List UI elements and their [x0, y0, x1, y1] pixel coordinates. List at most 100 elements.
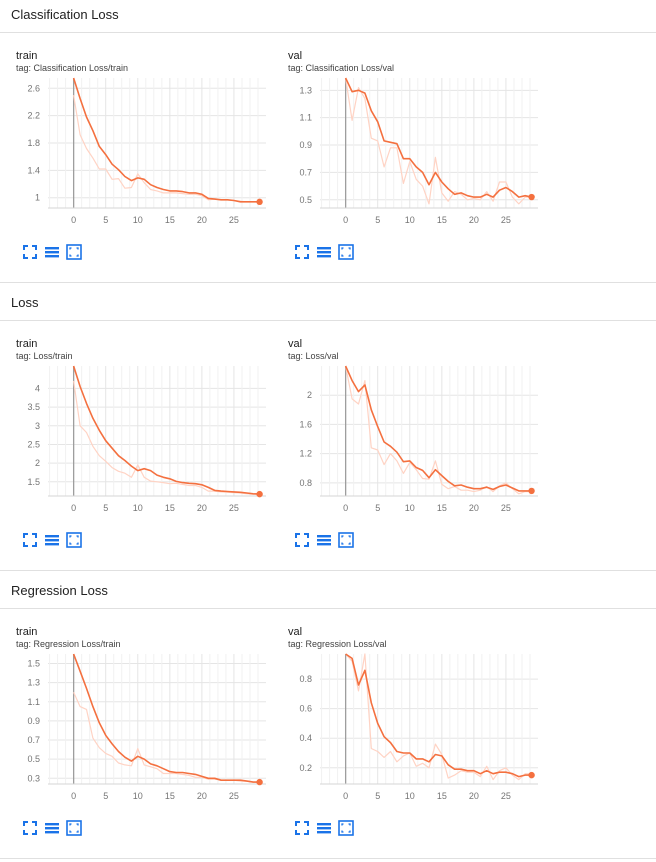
- chart-card-regression-loss-train: train tag: Regression Loss/train 0.3 0.5 0.7…: [16, 626, 288, 846]
- last-point-marker: [528, 193, 535, 201]
- y-tick-label: 1.8: [27, 138, 40, 148]
- x-tick-label: 0: [71, 503, 76, 513]
- toggle-log-scale-icon[interactable]: [44, 820, 60, 836]
- x-tick-label: 25: [501, 215, 511, 225]
- y-tick-label: 2.6: [27, 83, 40, 93]
- toggle-log-scale-icon[interactable]: [316, 820, 332, 836]
- chart-title: val: [288, 626, 303, 638]
- last-point-marker: [528, 771, 535, 779]
- x-tick-label: 15: [437, 215, 447, 225]
- x-tick-label: 25: [229, 215, 239, 225]
- line-chart[interactable]: 0.81.21.620 5 10 15 20 25: [288, 364, 550, 522]
- y-tick-label: 0.3: [27, 773, 40, 783]
- line-chart[interactable]: 0.3 0.5 0.7 0.9 1.1 1.3 1.5 0 5 10 15 20 25: [16, 652, 278, 810]
- section-header-loss[interactable]: Loss: [0, 288, 656, 321]
- y-tick-label: 1.3: [27, 678, 40, 688]
- fullscreen-icon[interactable]: [294, 244, 310, 260]
- raw-series-line: [73, 380, 260, 495]
- smoothed-series-line: [72, 365, 260, 495]
- x-tick-label: 0: [343, 791, 348, 801]
- x-tick-label: 0: [343, 503, 348, 513]
- fullscreen-icon[interactable]: [22, 244, 38, 260]
- y-tick-label: 3.5: [27, 402, 40, 412]
- fit-domain-icon[interactable]: [66, 532, 82, 548]
- y-tick-label: 0.8: [299, 478, 312, 488]
- toggle-log-scale-icon[interactable]: [316, 532, 332, 548]
- x-tick-label: 15: [437, 503, 447, 513]
- y-tick-label: 1.5: [27, 477, 40, 487]
- x-tick-label: 0: [71, 791, 76, 801]
- toggle-log-scale-icon[interactable]: [316, 244, 332, 260]
- raw-series-line: [345, 365, 532, 495]
- x-tick-label: 20: [469, 503, 479, 513]
- x-tick-label: 20: [197, 791, 207, 801]
- y-tick-label: 1.1: [27, 697, 40, 707]
- fit-domain-icon[interactable]: [66, 244, 82, 260]
- chart-tag: tag: Classification Loss/train: [16, 63, 129, 73]
- y-tick-label: 1.1: [299, 113, 312, 123]
- smoothed-series-line: [344, 77, 532, 198]
- x-tick-label: 10: [405, 215, 415, 225]
- last-point-marker: [256, 490, 263, 498]
- y-tick-label: 2.2: [27, 111, 40, 121]
- y-tick-label: 3: [35, 421, 40, 431]
- y-tick-label: 2: [307, 390, 312, 400]
- toggle-log-scale-icon[interactable]: [44, 244, 60, 260]
- y-tick-label: 0.5: [27, 754, 40, 764]
- chart-tag: tag: Regression Loss/val: [288, 639, 387, 649]
- section-title: Classification Loss: [11, 7, 119, 22]
- y-tick-label: 0.7: [299, 167, 312, 177]
- x-tick-label: 5: [375, 791, 380, 801]
- section-title: Regression Loss: [11, 583, 108, 598]
- section-divider: [0, 570, 656, 571]
- x-tick-label: 10: [133, 215, 143, 225]
- line-chart[interactable]: 0.5 0.7 0.9 1.1 1.3 0 5 10 15 20 25: [288, 76, 550, 234]
- x-tick-label: 25: [501, 791, 511, 801]
- raw-series-line: [345, 653, 532, 781]
- fullscreen-icon[interactable]: [294, 820, 310, 836]
- x-tick-label: 20: [469, 791, 479, 801]
- toggle-log-scale-icon[interactable]: [44, 532, 60, 548]
- chart-card-classification-loss-train: train tag: Classification Loss/train 1 1.4 1…: [16, 50, 288, 270]
- y-tick-label: 0.7: [27, 735, 40, 745]
- x-tick-label: 10: [133, 503, 143, 513]
- chart-title: train: [16, 50, 38, 62]
- y-tick-label: 0.9: [299, 140, 312, 150]
- x-tick-label: 25: [229, 791, 239, 801]
- smoothed-series-line: [345, 653, 532, 778]
- x-tick-label: 10: [133, 791, 143, 801]
- x-tick-label: 20: [469, 215, 479, 225]
- fullscreen-icon[interactable]: [22, 820, 38, 836]
- fit-domain-icon[interactable]: [338, 244, 354, 260]
- y-tick-label: 0.6: [299, 704, 312, 714]
- fit-domain-icon[interactable]: [66, 820, 82, 836]
- x-tick-label: 0: [343, 215, 348, 225]
- y-tick-label: 0.2: [299, 763, 312, 773]
- chart-title: train: [16, 338, 38, 350]
- y-tick-label: 0.5: [299, 195, 312, 205]
- x-tick-label: 25: [229, 503, 239, 513]
- x-tick-label: 5: [103, 215, 108, 225]
- y-tick-label: 0.8: [299, 674, 312, 684]
- y-tick-label: 1.2: [299, 449, 312, 459]
- y-tick-label: 2.5: [27, 439, 40, 449]
- x-tick-label: 5: [375, 503, 380, 513]
- section-header-regression-loss[interactable]: Regression Loss: [0, 576, 656, 609]
- x-tick-label: 25: [501, 503, 511, 513]
- line-chart[interactable]: 1 1.4 1.8 2.2 2.6 0 5 10 15 20 25: [16, 76, 278, 234]
- section-divider: [0, 282, 656, 283]
- chart-tag: tag: Loss/val: [288, 351, 339, 361]
- x-tick-label: 15: [165, 791, 175, 801]
- fullscreen-icon[interactable]: [294, 532, 310, 548]
- line-chart[interactable]: 0.2 0.4 0.6 0.8 0 5 10 15 20 25: [288, 652, 550, 810]
- last-point-marker: [256, 778, 263, 786]
- x-tick-label: 15: [165, 503, 175, 513]
- fit-domain-icon[interactable]: [338, 820, 354, 836]
- line-chart[interactable]: 1.5 2 2.5 3 3.5 4 0 5 10 15 20 25: [16, 364, 278, 522]
- x-tick-label: 20: [197, 215, 207, 225]
- chart-card-regression-loss-val: val tag: Regression Loss/val 0.2 0.4 0.6 0.8 0…: [288, 626, 560, 846]
- fit-domain-icon[interactable]: [338, 532, 354, 548]
- last-point-marker: [528, 487, 535, 495]
- fullscreen-icon[interactable]: [22, 532, 38, 548]
- section-header-classification-loss[interactable]: Classification Loss: [0, 0, 656, 33]
